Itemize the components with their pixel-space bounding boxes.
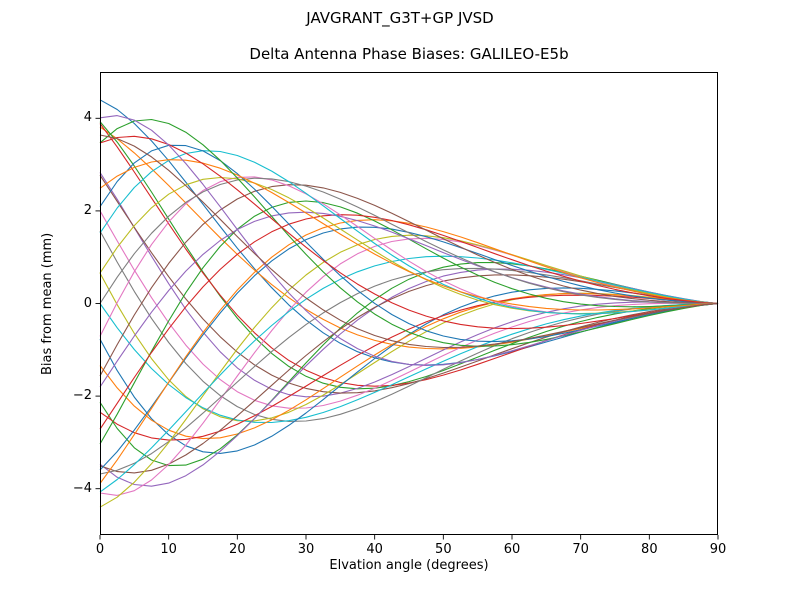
x-tick-label: 90: [709, 542, 727, 557]
x-tick-label: 40: [366, 542, 383, 557]
series-line: [99, 219, 719, 484]
series-line: [99, 134, 719, 349]
series-line: [99, 200, 719, 445]
figure-title: JAVGRANT_G3T+GP JVSD: [306, 9, 494, 27]
series-line: [99, 230, 719, 422]
series-line: [99, 255, 719, 493]
series-line: [99, 174, 719, 394]
series-line: [99, 302, 719, 424]
series-line: [99, 293, 719, 440]
series-line: [99, 210, 719, 409]
series-line: [99, 121, 719, 390]
y-tick-label: −2: [72, 388, 92, 404]
series-line: [99, 115, 719, 366]
x-tick-label: 30: [297, 542, 315, 557]
y-tick-label: 0: [83, 295, 92, 311]
x-tick-label: 80: [641, 542, 658, 557]
y-tick-label: 4: [83, 110, 92, 126]
series-line: [99, 226, 719, 471]
series-line: [99, 184, 719, 377]
series-line: [99, 159, 719, 311]
series-line: [99, 126, 719, 350]
series-line: [99, 172, 719, 398]
x-tick-label: 60: [503, 542, 521, 557]
y-tick-label: 2: [83, 202, 92, 218]
series-line: [99, 118, 719, 347]
x-tick-label: 10: [160, 542, 177, 557]
series-line: [99, 135, 719, 330]
x-tick-label: 0: [95, 542, 105, 557]
series-line: [99, 177, 719, 305]
series-line: [99, 268, 719, 487]
axes-box: [100, 72, 718, 535]
x-tick-label: 70: [572, 542, 589, 557]
x-tick-label: 20: [229, 542, 246, 557]
x-axis-label: Elvation angle (degrees): [329, 558, 489, 573]
series-line: [99, 214, 719, 430]
axes-title: Delta Antenna Phase Biases: GALILEO-E5b: [249, 45, 569, 63]
x-tick-label: 50: [435, 542, 452, 557]
series-line: [99, 144, 719, 343]
series-line: [99, 287, 719, 454]
series-line: [99, 211, 719, 388]
y-tick-label: −4: [72, 480, 92, 496]
